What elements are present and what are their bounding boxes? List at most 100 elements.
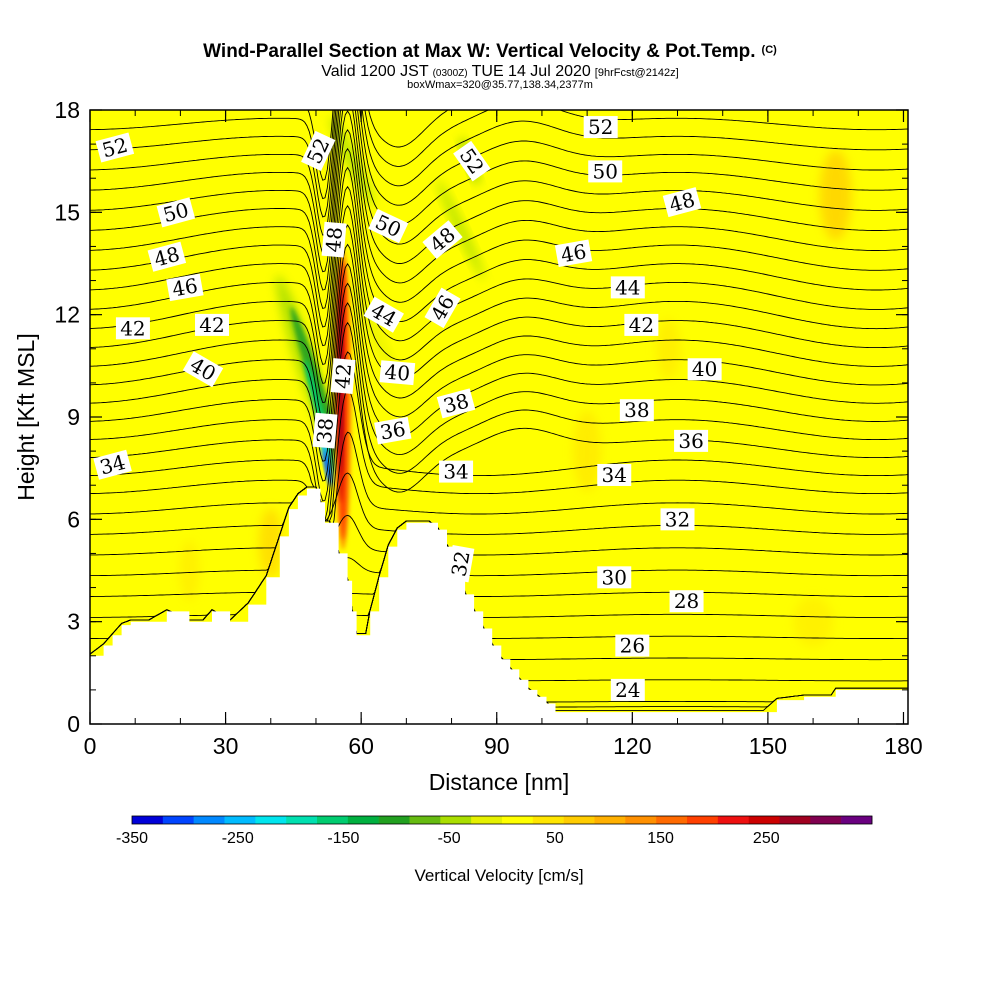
colorbar-swatch (440, 816, 472, 824)
isentrope-label: 30 (597, 565, 632, 589)
isentrope-label: 38 (312, 412, 338, 449)
y-tick-label: 12 (54, 302, 80, 328)
isentrope-50 (90, 110, 908, 254)
svg-text:42: 42 (199, 313, 224, 337)
colorbar-swatch (162, 816, 194, 824)
colorbar-swatch (378, 816, 410, 824)
weak-updraft-area (179, 540, 200, 601)
svg-text:46: 46 (170, 273, 199, 301)
colorbar-swatch (409, 816, 441, 824)
isentrope-label: 36 (374, 417, 412, 445)
svg-text:52: 52 (588, 115, 613, 139)
colorbar-frame (131, 815, 873, 825)
isentrope-51 (90, 110, 908, 236)
isentrope-label: 34 (597, 463, 632, 487)
x-tick-label: 180 (884, 733, 922, 759)
weak-updraft-area (819, 150, 852, 241)
isentrope-label: 36 (674, 429, 709, 453)
x-tick-label: 0 (84, 733, 97, 759)
isentrope-46 (90, 128, 908, 328)
isentrope-44 (90, 166, 908, 365)
colorbar-swatch (255, 816, 287, 824)
y-tick-label: 3 (67, 609, 80, 635)
svg-text:50: 50 (592, 159, 617, 183)
colorbar-tick-label: -50 (438, 830, 461, 847)
isentrope-41 (90, 224, 908, 423)
isentrope-label: 44 (610, 275, 645, 299)
isentrope-39 (90, 263, 908, 462)
colorbar-swatch (779, 816, 811, 824)
y-tick-label: 18 (54, 97, 80, 123)
colorbar-swatch (317, 816, 349, 824)
isentrope-48 (90, 110, 908, 291)
colorbar-swatch (748, 816, 780, 824)
svg-text:38: 38 (624, 398, 649, 422)
svg-text:46: 46 (559, 239, 588, 267)
x-axis-label: Distance [nm] (429, 769, 570, 795)
isentrope-47 (90, 110, 908, 309)
weak-updraft-area (656, 318, 681, 379)
x-tick-label: 60 (348, 733, 374, 759)
isentrope-label: 32 (447, 545, 475, 583)
colorbar-swatch (193, 816, 225, 824)
isentrope-label: 26 (615, 634, 650, 658)
colorbar-tick-label: 150 (647, 830, 674, 847)
isentrope-label: 34 (439, 460, 474, 484)
x-tick-label: 90 (484, 733, 510, 759)
chart-subtitle: Valid 1200 JST (0300Z) TUE 14 Jul 2020 [9hr… (321, 63, 678, 80)
x-tick-label: 30 (213, 733, 239, 759)
downdraft-band (348, 277, 401, 387)
weak-updraft-area (793, 596, 834, 647)
svg-text:34: 34 (443, 460, 468, 484)
weak-updraft-area (573, 411, 602, 492)
isentrope-label: 42 (115, 316, 150, 340)
svg-text:40: 40 (384, 360, 411, 386)
svg-text:36: 36 (678, 429, 703, 453)
isentrope-label: 28 (669, 589, 704, 613)
svg-text:24: 24 (615, 678, 640, 702)
colorbar-swatch (502, 816, 534, 824)
colorbar-swatch (471, 816, 503, 824)
y-tick-label: 15 (54, 199, 80, 225)
svg-text:30: 30 (602, 565, 627, 589)
isentrope-49 (90, 110, 908, 273)
isentrope-label: 52 (583, 115, 618, 139)
colorbar-tick-label: -150 (327, 830, 359, 847)
box-note: boxWmax=320@35.77,138.34,2377m (407, 79, 593, 91)
isentrope-45 (90, 147, 908, 347)
isentrope-label: 48 (147, 241, 187, 272)
isentrope-38 (90, 282, 908, 482)
isentrope-label: 38 (619, 398, 654, 422)
isentrope-label: 42 (195, 313, 230, 337)
colorbar-swatch (224, 816, 256, 824)
svg-text:42: 42 (120, 316, 145, 340)
chart-title: Wind-Parallel Section at Max W: Vertical… (203, 41, 777, 62)
isentrope-label: 48 (321, 221, 347, 258)
svg-text:34: 34 (602, 463, 627, 487)
colorbar-swatch (532, 816, 564, 824)
y-tick-label: 9 (67, 404, 80, 430)
isentrope-31 (90, 486, 908, 556)
isentrope-34 (90, 389, 908, 522)
isentrope-label: 46 (166, 273, 204, 301)
colorbar-swatch (687, 816, 719, 824)
colorbar-tick-label: -250 (222, 830, 254, 847)
svg-text:26: 26 (620, 634, 645, 658)
isentrope-35 (90, 351, 908, 522)
isentrope-32 (90, 472, 908, 535)
x-axis: 0 30 60 90 120 150 180 (84, 110, 923, 759)
colorbar-swatch (810, 816, 842, 824)
x-tick-label: 120 (613, 733, 651, 759)
isentrope-label: 50 (588, 159, 623, 183)
isentrope-label: 42 (624, 313, 659, 337)
y-axis-label: Height [Kft MSL] (13, 333, 39, 500)
isentrope-37 (90, 302, 908, 502)
colorbar-swatch (594, 816, 626, 824)
svg-text:44: 44 (615, 275, 640, 299)
svg-text:32: 32 (447, 549, 475, 578)
svg-text:42: 42 (629, 313, 654, 337)
isentrope-33 (90, 431, 908, 531)
